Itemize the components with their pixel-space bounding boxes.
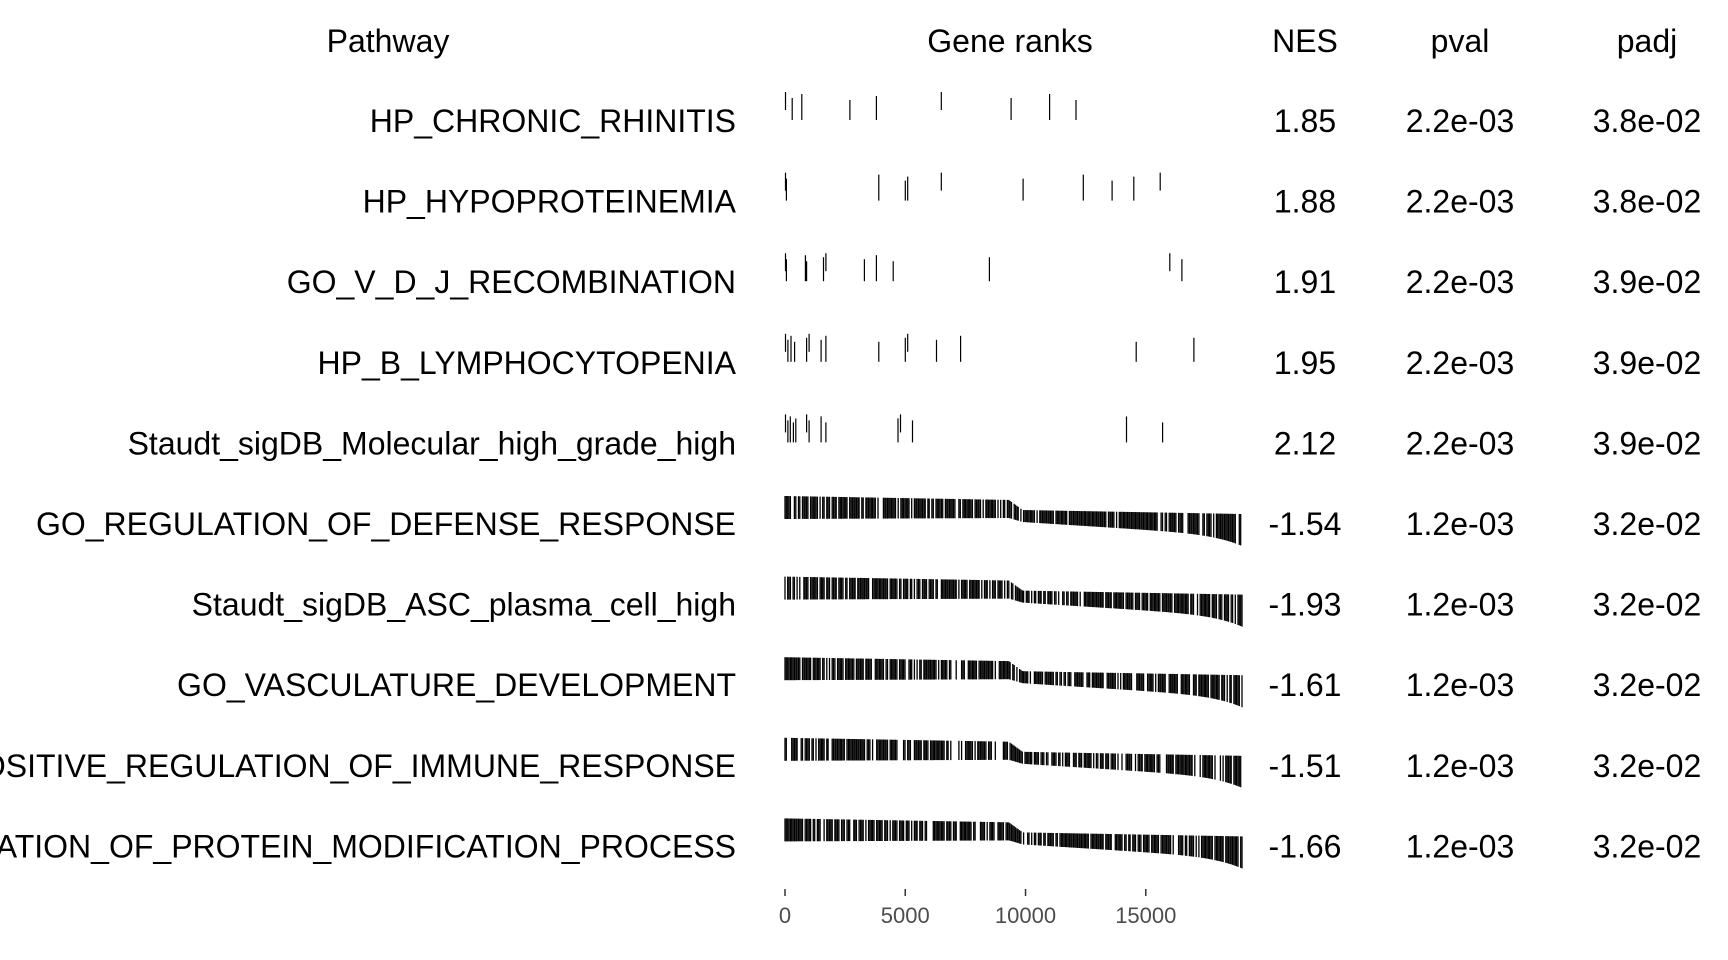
pathway-row: GO_V_D_J_RECOMBINATION 1.91 2.2e-03 3.9e-02 (287, 253, 1702, 300)
pval-value: 1.2e-03 (1406, 587, 1515, 623)
padj-value: 3.8e-02 (1593, 184, 1702, 220)
pathway-row: GO_VASCULATURE_DEVELOPMENT -1.61 1.2e-03 3.… (177, 657, 1702, 708)
pval-value: 1.2e-03 (1406, 667, 1515, 703)
padj-value: 3.2e-02 (1593, 828, 1702, 864)
pathway-name: Staudt_sigDB_Molecular_high_grade_high (128, 425, 736, 461)
pathway-row: GO_POSITIVE_REGULATION_OF_IMMUNE_RESPONS… (0, 737, 1702, 788)
nes-value: 1.91 (1274, 264, 1336, 300)
pval-value: 1.2e-03 (1406, 828, 1515, 864)
pathway-row: HP_HYPOPROTEINEMIA 1.88 2.2e-03 3.8e-02 (363, 172, 1702, 220)
rank-axis-tick-label: 15000 (1115, 903, 1176, 928)
pathway-row: HP_CHRONIC_RHINITIS 1.85 2.2e-03 3.8e-02 (370, 92, 1702, 139)
gene-rank-barcode (784, 737, 1242, 788)
nes-value: 1.85 (1274, 103, 1336, 139)
pathway-row: HP_B_LYMPHOCYTOPENIA 1.95 2.2e-03 3.9e-02 (318, 333, 1702, 381)
gene-rank-axis: 0 5000 10000 15000 (779, 889, 1176, 928)
pval-value: 2.2e-03 (1406, 425, 1515, 461)
pval-value: 2.2e-03 (1406, 264, 1515, 300)
nes-value: -1.66 (1269, 828, 1342, 864)
nes-value: -1.51 (1269, 748, 1342, 784)
pathway-row: Staudt_sigDB_Molecular_high_grade_high 2.… (128, 414, 1702, 461)
gene-rank-barcode (784, 253, 1183, 282)
pathway-row: GO_REGULATION_OF_DEFENSE_RESPONSE -1.54 1.… (36, 496, 1702, 546)
nes-value: -1.54 (1269, 506, 1342, 542)
pathway-name: Staudt_sigDB_ASC_plasma_cell_high (192, 587, 736, 623)
pathway-name: GO_POSITIVE_REGULATION_OF_IMMUNE_RESPONS… (0, 748, 736, 784)
pathway-name: HP_HYPOPROTEINEMIA (363, 184, 737, 220)
pathway-name: GO_V_D_J_RECOMBINATION (287, 264, 736, 300)
pval-value: 2.2e-03 (1406, 184, 1515, 220)
pval-column-header: pval (1431, 23, 1490, 59)
nes-value: -1.93 (1269, 587, 1342, 623)
padj-value: 3.9e-02 (1593, 264, 1702, 300)
padj-value: 3.2e-02 (1593, 506, 1702, 542)
gene-rank-barcode (784, 92, 1077, 120)
padj-column-header: padj (1617, 23, 1678, 59)
gene-rank-barcode (784, 414, 1164, 443)
pathway-name: GO_VASCULATURE_DEVELOPMENT (177, 667, 736, 703)
pval-value: 2.2e-03 (1406, 103, 1515, 139)
pathway-name: HP_B_LYMPHOCYTOPENIA (318, 345, 737, 381)
pval-value: 1.2e-03 (1406, 748, 1515, 784)
padj-value: 3.2e-02 (1593, 587, 1702, 623)
pathway-rows: HP_CHRONIC_RHINITIS 1.85 2.2e-03 3.8e-02HP_… (0, 92, 1702, 869)
gene-rank-barcode (784, 818, 1243, 869)
pval-value: 1.2e-03 (1406, 506, 1515, 542)
rank-axis-tick-label: 0 (779, 903, 791, 928)
padj-value: 3.9e-02 (1593, 345, 1702, 381)
padj-value: 3.2e-02 (1593, 667, 1702, 703)
gene-rank-barcode (784, 496, 1242, 546)
pathway-name: GO_REGULATION_OF_DEFENSE_RESPONSE (36, 506, 736, 542)
pathway-name: GO_POSITIVE_REGULATION_OF_PROTEIN_MODIFI… (0, 828, 736, 864)
nes-value: -1.61 (1269, 667, 1342, 703)
rank-axis-tick-label: 5000 (881, 903, 930, 928)
pathway-row: GO_POSITIVE_REGULATION_OF_PROTEIN_MODIFI… (0, 818, 1702, 869)
pval-value: 2.2e-03 (1406, 345, 1515, 381)
gene-rank-barcode (784, 172, 1161, 201)
padj-value: 3.8e-02 (1593, 103, 1702, 139)
nes-value: 1.95 (1274, 345, 1336, 381)
padj-value: 3.9e-02 (1593, 425, 1702, 461)
nes-column-header: NES (1272, 23, 1338, 59)
pathway-name: HP_CHRONIC_RHINITIS (370, 103, 736, 139)
pathway-row: Staudt_sigDB_ASC_plasma_cell_high -1.93 1.… (192, 576, 1702, 627)
gene-ranks-column-header: Gene ranks (927, 23, 1092, 59)
gene-rank-barcode (784, 576, 1243, 627)
gene-rank-barcode (784, 333, 1195, 362)
pathway-column-header: Pathway (327, 23, 450, 59)
padj-value: 3.2e-02 (1593, 748, 1702, 784)
nes-value: 1.88 (1274, 184, 1336, 220)
nes-value: 2.12 (1274, 425, 1336, 461)
rank-axis-tick-label: 10000 (995, 903, 1056, 928)
gene-rank-barcode (784, 657, 1243, 708)
